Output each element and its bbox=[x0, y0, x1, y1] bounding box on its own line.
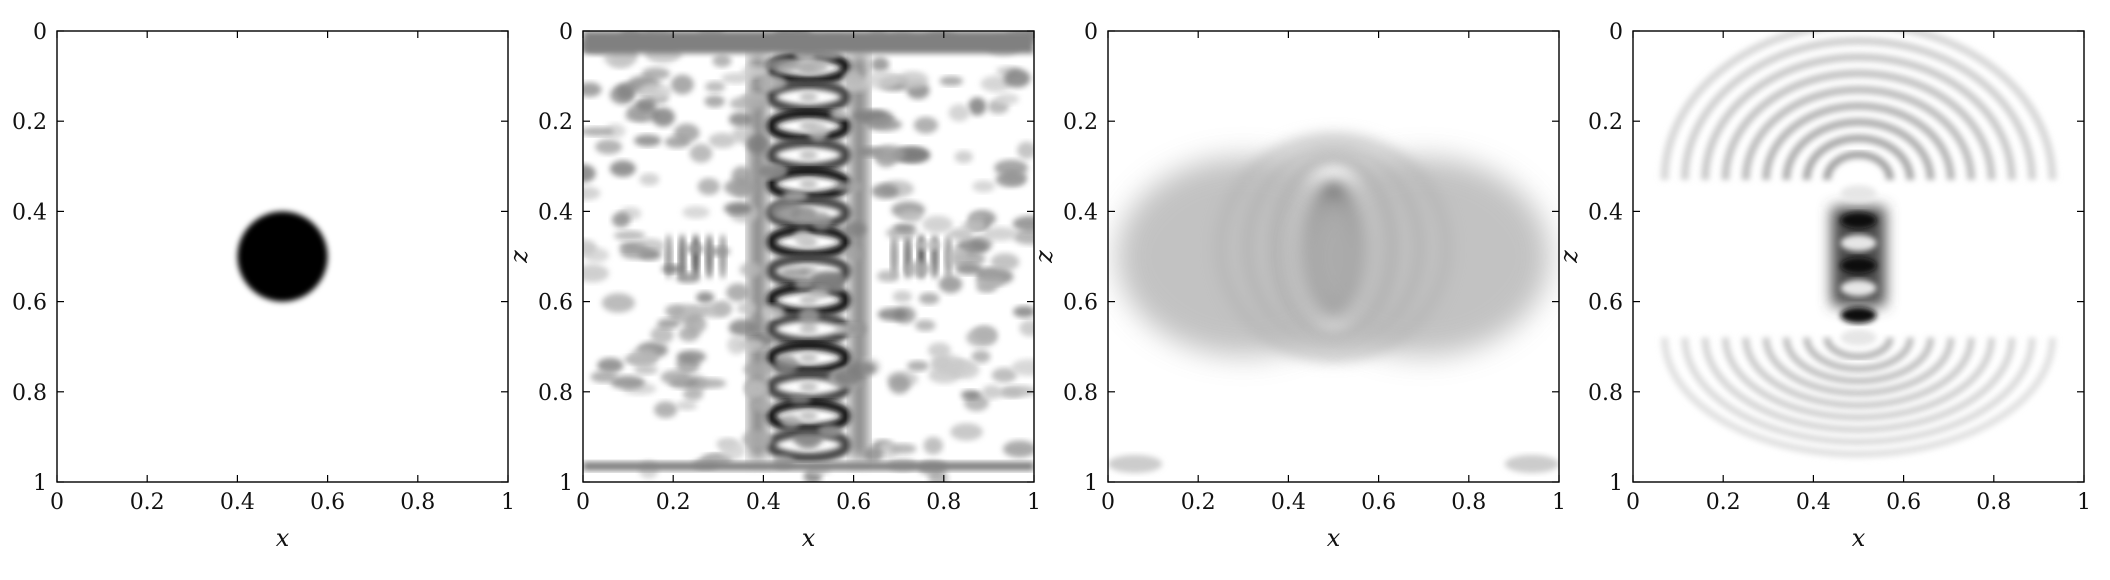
heatmap-image bbox=[1660, 31, 2057, 458]
heatmap-image bbox=[583, 31, 1034, 482]
heatmap-feature-disc bbox=[237, 211, 328, 302]
plot-frame bbox=[1632, 30, 2085, 483]
x-tick-label: 0.4 bbox=[746, 490, 781, 515]
y-tick-label: 0.4 bbox=[1063, 200, 1098, 225]
y-tick-label: 0.4 bbox=[538, 200, 573, 225]
x-axis-label: x bbox=[802, 524, 816, 552]
y-tick-label: 0.6 bbox=[12, 291, 47, 316]
y-tick-label: 0.6 bbox=[538, 291, 573, 316]
x-tick-label: 0 bbox=[50, 490, 64, 515]
y-axis-label: z bbox=[1030, 250, 1058, 264]
x-tick-label: 0.4 bbox=[1796, 490, 1831, 515]
x-tick-label: 0.2 bbox=[656, 490, 691, 515]
x-axis-label: x bbox=[1327, 524, 1341, 552]
x-tick-label: 0 bbox=[576, 490, 590, 515]
x-tick-label: 0.2 bbox=[1706, 490, 1741, 515]
y-tick-label: 0 bbox=[1609, 20, 1623, 45]
x-tick-label: 0.8 bbox=[926, 490, 961, 515]
x-tick-label: 0.8 bbox=[400, 490, 435, 515]
y-tick-label: 1 bbox=[559, 471, 573, 496]
x-tick-label: 0.2 bbox=[130, 490, 165, 515]
y-axis-label: z bbox=[1555, 250, 1583, 264]
x-tick-label: 0.2 bbox=[1181, 490, 1216, 515]
heatmap-image bbox=[1108, 133, 1559, 473]
x-tick-label: 1 bbox=[1552, 490, 1566, 515]
y-tick-label: 0.2 bbox=[1063, 110, 1098, 135]
x-tick-label: 0.8 bbox=[1451, 490, 1486, 515]
y-tick-label: 0.2 bbox=[538, 110, 573, 135]
y-tick-label: 0.4 bbox=[1588, 200, 1623, 225]
heatmap-feature-background-speckle bbox=[583, 31, 1034, 482]
y-tick-label: 0.8 bbox=[12, 381, 47, 406]
y-tick-label: 1 bbox=[1609, 471, 1623, 496]
y-tick-label: 0.6 bbox=[1588, 291, 1623, 316]
y-tick-label: 0 bbox=[33, 20, 47, 45]
x-tick-label: 0.6 bbox=[1886, 490, 1921, 515]
y-tick-label: 0.4 bbox=[12, 200, 47, 225]
x-tick-label: 0.6 bbox=[310, 490, 345, 515]
x-axis-label: x bbox=[276, 524, 290, 552]
plot-frame bbox=[56, 30, 509, 483]
y-tick-label: 1 bbox=[1084, 471, 1098, 496]
x-tick-label: 1 bbox=[1027, 490, 1041, 515]
x-tick-label: 1 bbox=[501, 490, 515, 515]
x-tick-label: 0 bbox=[1626, 490, 1640, 515]
y-tick-label: 0 bbox=[1084, 20, 1098, 45]
y-tick-label: 0.2 bbox=[12, 110, 47, 135]
x-tick-label: 0.4 bbox=[1271, 490, 1306, 515]
plot-frame bbox=[1107, 30, 1560, 483]
x-tick-label: 0.6 bbox=[836, 490, 871, 515]
x-axis-label: x bbox=[1852, 524, 1866, 552]
plot-frame bbox=[582, 30, 1035, 483]
y-tick-label: 0.8 bbox=[1063, 381, 1098, 406]
y-tick-label: 1 bbox=[33, 471, 47, 496]
y-tick-label: 0.8 bbox=[538, 381, 573, 406]
y-tick-label: 0.6 bbox=[1063, 291, 1098, 316]
heatmap-feature-core bbox=[1831, 185, 1886, 346]
y-tick-label: 0.2 bbox=[1588, 110, 1623, 135]
x-tick-label: 0.8 bbox=[1976, 490, 2011, 515]
x-tick-label: 0 bbox=[1101, 490, 1115, 515]
x-tick-label: 0.4 bbox=[220, 490, 255, 515]
y-axis-label: z bbox=[505, 250, 533, 264]
heatmap-image bbox=[237, 211, 328, 302]
heatmap-feature-arc-ripples bbox=[1660, 31, 2057, 458]
x-tick-label: 1 bbox=[2077, 490, 2091, 515]
x-tick-label: 0.6 bbox=[1361, 490, 1396, 515]
heatmap-feature-side-haze bbox=[1108, 157, 1559, 473]
heatmap-feature-column-rings bbox=[749, 50, 868, 463]
panel-1: 0 0.2 0.4 0.6 0.8 100.20.40.60.81x bbox=[12, 20, 515, 552]
y-tick-label: 0 bbox=[559, 20, 573, 45]
y-tick-label: 0.8 bbox=[1588, 381, 1623, 406]
